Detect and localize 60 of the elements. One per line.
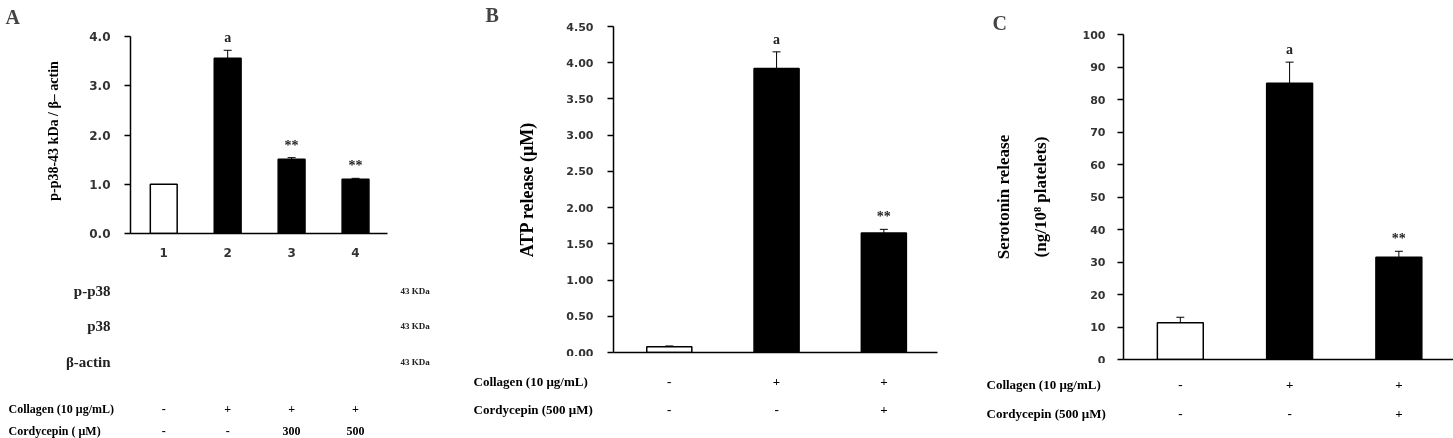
x-tick-label: 3 xyxy=(287,245,296,260)
category-label: p38 xyxy=(87,317,111,334)
x-axis-title: Collagen (10 μg/mL) Cordycepin (500 μM) xyxy=(986,377,1106,421)
data-label: ** xyxy=(876,209,891,225)
x-tick-label: - - xyxy=(667,373,672,417)
y-tick-label: 80 xyxy=(1090,93,1106,107)
y-tick-label: 0 xyxy=(1097,353,1106,367)
x-tick-label: + + xyxy=(880,373,888,417)
data-label: ** xyxy=(348,158,363,174)
y-tick-label: 2.00 xyxy=(566,201,594,215)
y-tick-label: 0.00 xyxy=(566,346,594,360)
chart-title: C xyxy=(992,11,1007,34)
data-label: ** xyxy=(284,137,299,153)
y-tick-label: 30 xyxy=(1090,256,1106,269)
y-tick-label: 4.0 xyxy=(89,30,111,44)
y-tick-label: 40 xyxy=(1090,223,1106,237)
category-label: + 300 xyxy=(282,401,301,438)
y-axis-title: Serotonin release (ng/10⁸ platelets) xyxy=(994,134,1050,260)
y-tick-label: 0.0 xyxy=(89,227,111,241)
data-label: a xyxy=(224,30,232,46)
category-label: 43 KDa xyxy=(400,285,430,296)
x-tick-label: - - xyxy=(1178,376,1183,421)
y-tick-label: 2.0 xyxy=(89,128,111,143)
x-tick-label: 2 xyxy=(223,245,232,260)
y-tick-label: 1.50 xyxy=(566,237,594,251)
category-label: + 500 xyxy=(346,401,365,438)
data-label: a xyxy=(773,31,781,47)
y-tick-label: 70 xyxy=(1090,126,1106,139)
y-tick-label: 60 xyxy=(1090,158,1106,172)
y-tick-label: 3.00 xyxy=(566,129,594,143)
y-tick-label: 90 xyxy=(1090,61,1106,74)
y-tick-label: 2.50 xyxy=(566,165,594,179)
y-tick-label: 4.00 xyxy=(566,56,594,70)
data-label: ** xyxy=(1391,231,1406,247)
y-tick-label: 3.0 xyxy=(89,79,111,94)
y-tick-label: 1.00 xyxy=(566,274,594,288)
y-tick-label: 50 xyxy=(1090,191,1106,204)
y-axis-title: ATP release (μM) xyxy=(517,122,539,258)
chart-title: B xyxy=(485,3,499,26)
chart-title: A xyxy=(5,5,21,28)
x-tick-label: + + xyxy=(1395,376,1403,421)
text: Collagen (10 μg/mL) Cordycepin ( μM) xyxy=(8,401,114,438)
y-axis-title: p-p38-43 kDa / β– actin xyxy=(46,60,62,201)
y-tick-label: 100 xyxy=(1082,28,1106,42)
y-tick-label: 0.50 xyxy=(566,310,594,324)
category-label: p-p38 xyxy=(73,282,111,299)
y-tick-label: 1.0 xyxy=(89,177,111,192)
x-tick-label: 4 xyxy=(351,245,360,260)
category-label: 43 KDa xyxy=(400,356,430,367)
x-tick-label: 1 xyxy=(159,245,168,260)
category-label: 43 KDa xyxy=(400,320,430,331)
y-tick-label: 10 xyxy=(1090,321,1106,334)
category-label: β-actin xyxy=(65,353,111,370)
x-axis-title: Collagen (10 μg/mL) Cordycepin (500 μM) xyxy=(473,374,593,417)
x-tick-label: + - xyxy=(1285,376,1294,421)
y-tick-label: 20 xyxy=(1090,288,1106,302)
data-label: a xyxy=(1286,42,1294,58)
y-tick-label: 3.50 xyxy=(566,92,594,106)
y-tick-label: 4.50 xyxy=(566,20,594,34)
x-tick-label: + - xyxy=(772,373,781,417)
